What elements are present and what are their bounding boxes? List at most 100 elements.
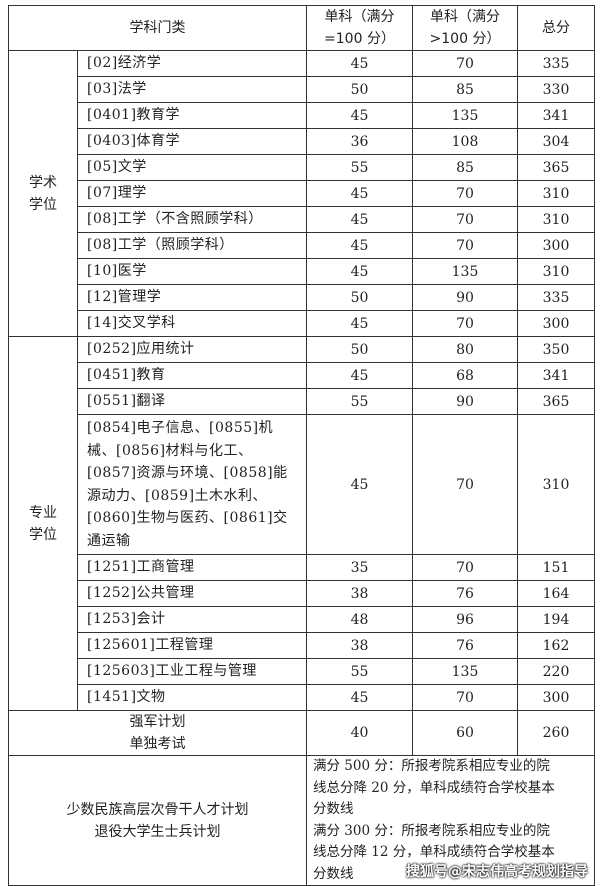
- table-row: [08]工学（照顾学科） 45 70 300: [9, 232, 595, 259]
- single-gt100-score: 70: [412, 684, 518, 711]
- total-score: 310: [517, 180, 595, 207]
- total-score: 341: [517, 102, 595, 129]
- single-100-score: 45: [306, 206, 413, 233]
- single-gt100-score: 68: [412, 362, 518, 389]
- single-100-score: 50: [306, 76, 413, 103]
- table-row: [03]法学 50 85 330: [9, 76, 595, 103]
- header-single-gt100-text: 单科（满分>100 分）: [429, 9, 501, 47]
- single-100-score: 45: [306, 232, 413, 259]
- table-row: [1252]公共管理 38 76 164: [9, 580, 595, 607]
- single-gt100-score: 135: [412, 258, 518, 285]
- single-100-score: 45: [306, 684, 413, 711]
- single-gt100-score: 70: [412, 310, 518, 337]
- header-category: 学科门类: [8, 5, 307, 51]
- table-row: 学术学位 [02]经济学 45 70 335: [8, 50, 595, 337]
- minority-plan-note: 满分 500 分：所报考院系相应专业的院 线总分降 20 分，单科成绩符合学校基本…: [306, 755, 595, 886]
- single-gt100-score: 135: [412, 658, 518, 685]
- table-row: [0401]教育学 45 135 341: [9, 102, 595, 129]
- total-score: 335: [517, 50, 595, 77]
- watermark: 搜狐号@宋志伟高考规划指导: [406, 863, 588, 880]
- single-gt100-score: 90: [412, 284, 518, 311]
- subject-name: [125603]工业工程与管理: [77, 658, 307, 685]
- table-row: [14]交叉学科 45 70 300: [9, 310, 595, 337]
- subject-name: [0854]电子信息、[0855]机械、[0856]材料与化工、[0857]资源…: [77, 414, 307, 555]
- table-row: [1451]文物 45 70 300: [9, 684, 595, 711]
- subject-name: [03]法学: [77, 76, 307, 103]
- special-plan-label: 强军计划 单独考试: [8, 710, 307, 756]
- single-gt100-score: 96: [412, 606, 518, 633]
- subject-name: [08]工学（照顾学科）: [77, 232, 307, 259]
- single-100-score: 35: [306, 554, 413, 581]
- header-total: 总分: [517, 5, 595, 51]
- single-100-score: 40: [306, 710, 413, 756]
- single-gt100-score: 70: [412, 232, 518, 259]
- total-score: 330: [517, 76, 595, 103]
- total-score: 162: [517, 632, 595, 659]
- single-gt100-score: 80: [412, 336, 518, 363]
- subject-name: [0401]教育学: [77, 102, 307, 129]
- header-single-100: 单科（满分=100 分）: [306, 5, 413, 51]
- academic-label-text: 学术学位: [29, 174, 57, 213]
- subject-name: [05]文学: [77, 154, 307, 181]
- total-score: 164: [517, 580, 595, 607]
- header-single-100-text: 单科（满分=100 分）: [324, 9, 395, 47]
- single-gt100-score: 135: [412, 102, 518, 129]
- subject-name: [0451]教育: [77, 362, 307, 389]
- table-row: [10]医学 45 135 310: [9, 258, 595, 285]
- total-score: 335: [517, 284, 595, 311]
- single-gt100-score: 85: [412, 76, 518, 103]
- subject-name: [0551]翻译: [77, 388, 307, 415]
- table-row: [0403]体育学 36 108 304: [9, 128, 595, 155]
- total-score: 310: [517, 258, 595, 285]
- total-score: 194: [517, 606, 595, 633]
- subject-name: [0252]应用统计: [77, 336, 307, 363]
- table-row: [07]理学 45 70 310: [9, 180, 595, 207]
- total-score: 300: [517, 232, 595, 259]
- total-score: 310: [517, 206, 595, 233]
- academic-label: 学术学位: [8, 50, 78, 337]
- single-gt100-score: 70: [412, 206, 518, 233]
- single-100-score: 55: [306, 388, 413, 415]
- total-score: 365: [517, 388, 595, 415]
- single-gt100-score: 76: [412, 632, 518, 659]
- table-row: [05]文学 55 85 365: [9, 154, 595, 181]
- subject-name: [1252]公共管理: [77, 580, 307, 607]
- table-row: [125601]工程管理 38 76 162: [9, 632, 595, 659]
- table-row: [1253]会计 48 96 194: [9, 606, 595, 633]
- single-100-score: 38: [306, 580, 413, 607]
- subject-name: [12]管理学: [77, 284, 307, 311]
- single-gt100-score: 76: [412, 580, 518, 607]
- single-100-score: 45: [306, 414, 413, 555]
- single-gt100-score: 90: [412, 388, 518, 415]
- subject-name: [02]经济学: [77, 50, 307, 77]
- total-score: 260: [517, 710, 595, 756]
- total-score: 365: [517, 154, 595, 181]
- professional-label-text: 专业学位: [29, 504, 57, 543]
- subject-name: [1251]工商管理: [77, 554, 307, 581]
- table-row: [08]工学（不含照顾学科） 45 70 310: [9, 206, 595, 233]
- single-gt100-score: 108: [412, 128, 518, 155]
- single-100-score: 36: [306, 128, 413, 155]
- single-100-score: 45: [306, 362, 413, 389]
- single-100-score: 45: [306, 258, 413, 285]
- total-score: 310: [517, 414, 595, 555]
- total-score: 341: [517, 362, 595, 389]
- table-row: [1251]工商管理 35 70 151: [9, 554, 595, 581]
- single-100-score: 45: [306, 310, 413, 337]
- subject-name: [14]交叉学科: [77, 310, 307, 337]
- single-100-score: 45: [306, 102, 413, 129]
- professional-label: 专业学位: [8, 336, 78, 711]
- single-100-score: 50: [306, 336, 413, 363]
- single-100-score: 45: [306, 50, 413, 77]
- single-100-score: 55: [306, 658, 413, 685]
- score-table: 学科门类 单科（满分=100 分） 单科（满分>100 分） 总分 学术学位 [0…: [8, 5, 595, 886]
- total-score: 151: [517, 554, 595, 581]
- table-row: [0551]翻译 55 90 365: [9, 388, 595, 415]
- single-gt100-score: 70: [412, 414, 518, 555]
- table-row: [12]管理学 50 90 335: [9, 284, 595, 311]
- single-gt100-score: 85: [412, 154, 518, 181]
- subject-name: [08]工学（不含照顾学科）: [77, 206, 307, 233]
- single-100-score: 50: [306, 284, 413, 311]
- table-row: [0451]教育 45 68 341: [9, 362, 595, 389]
- subject-name: [07]理学: [77, 180, 307, 207]
